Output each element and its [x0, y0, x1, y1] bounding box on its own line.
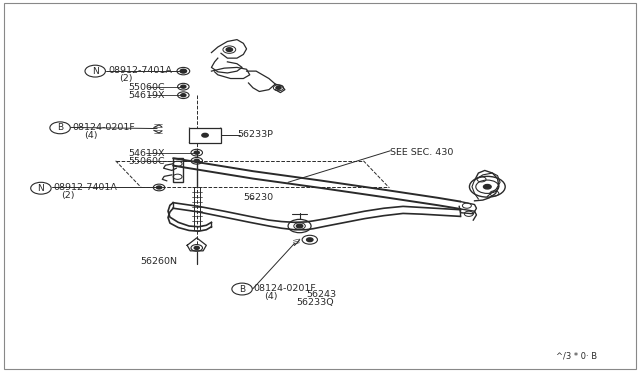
Text: 56230: 56230 [243, 193, 273, 202]
Circle shape [226, 48, 232, 51]
Text: (4): (4) [264, 292, 278, 301]
Circle shape [157, 186, 162, 189]
Text: 08124-0201F: 08124-0201F [72, 123, 135, 132]
Text: ^/3 * 0· B: ^/3 * 0· B [556, 351, 597, 360]
Text: 08124-0201F: 08124-0201F [253, 284, 316, 293]
Circle shape [180, 85, 186, 88]
Text: 56243: 56243 [306, 290, 336, 299]
Circle shape [296, 224, 303, 228]
Text: (2): (2) [119, 74, 132, 83]
Text: B: B [239, 285, 245, 294]
Text: 56233Q: 56233Q [296, 298, 334, 307]
Bar [189, 128, 221, 142]
Circle shape [276, 86, 281, 89]
Circle shape [307, 238, 313, 241]
Text: 56260N: 56260N [140, 257, 177, 266]
Text: 54619X: 54619X [129, 91, 165, 100]
Text: (2): (2) [61, 191, 75, 200]
Text: 08912-7401A: 08912-7401A [53, 183, 117, 192]
Text: N: N [38, 184, 44, 193]
Circle shape [194, 159, 199, 162]
Text: 55060C: 55060C [129, 157, 165, 166]
Text: 55060C: 55060C [129, 83, 165, 92]
Text: 56233P: 56233P [237, 130, 273, 140]
Circle shape [180, 94, 186, 97]
Circle shape [180, 69, 186, 73]
Text: SEE SEC. 430: SEE SEC. 430 [390, 148, 454, 157]
Circle shape [180, 70, 186, 73]
Text: B: B [57, 123, 63, 132]
Text: 08912-7401A: 08912-7401A [108, 66, 172, 75]
Circle shape [194, 246, 199, 249]
Circle shape [483, 185, 491, 189]
Text: N: N [92, 67, 99, 76]
Text: 54619X: 54619X [129, 149, 165, 158]
Text: (4): (4) [84, 131, 97, 140]
Circle shape [202, 134, 208, 137]
Circle shape [194, 151, 199, 154]
